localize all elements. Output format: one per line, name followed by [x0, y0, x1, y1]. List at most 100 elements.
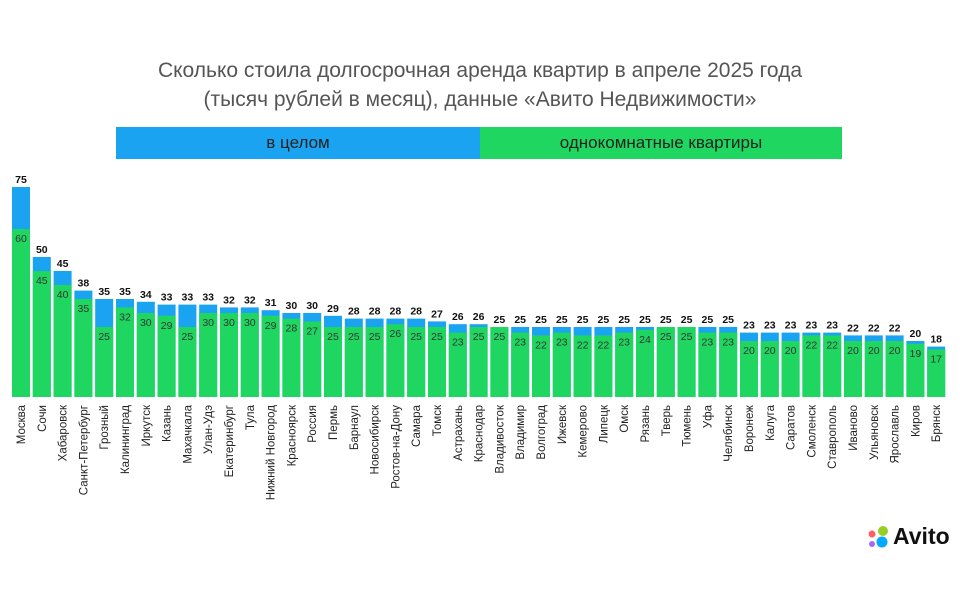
data-label-overall: 30 [286, 300, 298, 312]
data-label-one-room: 20 [868, 345, 880, 357]
data-label-one-room: 30 [140, 317, 152, 329]
data-label-one-room: 20 [847, 345, 859, 357]
data-label-one-room: 23 [618, 337, 630, 349]
avito-logo-text: Avito [893, 523, 950, 549]
data-label-one-room: 17 [930, 353, 942, 365]
category-label: Рязань [640, 405, 652, 443]
data-label-overall: 25 [556, 314, 568, 326]
category-label: Саратов [786, 405, 798, 450]
data-label-one-room: 25 [369, 331, 381, 343]
category-label: Грозный [99, 405, 111, 450]
category-label: Тула [245, 404, 257, 430]
category-label: Смоленск [806, 404, 818, 458]
bar-one-room [781, 341, 800, 397]
bar-one-room [927, 349, 946, 397]
bar-one-room [636, 329, 654, 397]
data-label-overall: 26 [473, 311, 485, 323]
data-label-one-room: 24 [639, 334, 651, 346]
bar-one-room [740, 341, 758, 397]
bar-one-room [760, 341, 779, 397]
bar-one-room [552, 332, 571, 397]
data-label-overall: 29 [327, 303, 339, 315]
data-label-one-room: 23 [702, 337, 714, 349]
category-label: Иркутск [141, 404, 153, 446]
category-label: Волгоград [536, 405, 548, 460]
bar-one-room [261, 315, 280, 397]
data-label-one-room: 30 [202, 317, 214, 329]
category-label: Брянск [931, 404, 943, 442]
bar-one-room [844, 341, 862, 397]
bar-one-room [594, 335, 613, 397]
category-label: Краснодар [474, 405, 486, 462]
data-label-one-room: 25 [98, 331, 110, 343]
bar-one-room [407, 327, 426, 397]
category-label: Пермь [328, 405, 340, 440]
bar-one-room [53, 285, 72, 397]
category-label: Россия [307, 405, 319, 443]
data-label-one-room: 20 [764, 345, 776, 357]
data-label-overall: 33 [182, 292, 194, 304]
data-label-overall: 25 [598, 314, 610, 326]
data-label-overall: 38 [78, 278, 90, 290]
data-label-one-room: 60 [15, 233, 27, 245]
category-label: Санкт-Петербург [78, 405, 90, 495]
category-label: Барнаул [349, 405, 361, 450]
bar-one-room [220, 313, 238, 397]
category-label: Омск [619, 404, 631, 433]
data-label-overall: 25 [535, 314, 547, 326]
data-label-one-room: 22 [577, 339, 589, 351]
data-label-one-room: 20 [743, 345, 755, 357]
data-label-one-room: 40 [57, 289, 69, 301]
category-label: Челябинск [723, 404, 735, 462]
legend-item-overall: в целом [116, 127, 480, 159]
bar-one-room [136, 313, 155, 397]
bar-one-room [698, 332, 717, 397]
data-label-one-room: 25 [410, 331, 422, 343]
chart-title: Сколько стоила долгосрочная аренда кварт… [0, 56, 960, 114]
data-label-overall: 32 [223, 294, 235, 306]
data-label-one-room: 30 [223, 317, 235, 329]
data-label-overall: 28 [410, 306, 422, 318]
data-label-one-room: 29 [265, 320, 277, 332]
category-label: Ульяновск [869, 404, 881, 460]
data-label-overall: 22 [889, 322, 901, 334]
data-label-one-room: 25 [182, 331, 194, 343]
data-label-one-room: 23 [452, 337, 464, 349]
category-label: Нижний Новгород [266, 405, 278, 501]
data-label-overall: 23 [764, 320, 776, 332]
data-label-one-room: 22 [826, 339, 838, 351]
data-label-overall: 32 [244, 294, 256, 306]
bar-one-room [32, 271, 51, 397]
category-label: Казань [162, 405, 174, 442]
category-label: Калуга [765, 404, 777, 440]
data-label-one-room: 22 [806, 339, 818, 351]
data-label-one-room: 26 [390, 328, 402, 340]
bar-one-room [324, 327, 342, 397]
chart-title-line1: Сколько стоила долгосрочная аренда кварт… [157, 59, 803, 82]
bar-one-room [12, 229, 30, 397]
bar-one-room [511, 332, 530, 397]
data-label-overall: 25 [577, 314, 589, 326]
category-label: Ижевск [557, 404, 569, 444]
bar-one-room [719, 332, 738, 397]
data-label-overall: 22 [847, 322, 859, 334]
data-label-overall: 28 [348, 306, 360, 318]
category-label: Уфа [702, 404, 714, 428]
data-label-overall: 25 [681, 314, 693, 326]
bar-one-room [802, 335, 821, 397]
bar-one-room [365, 327, 384, 397]
bar-one-room [157, 315, 176, 397]
category-label: Тверь [661, 405, 673, 436]
data-label-one-room: 25 [494, 331, 506, 343]
data-label-overall: 30 [306, 300, 318, 312]
bar-one-room [469, 327, 488, 397]
bar-one-room [885, 341, 904, 397]
data-label-overall: 75 [15, 174, 27, 186]
data-label-overall: 25 [639, 314, 651, 326]
category-label: Красноярск [286, 404, 298, 466]
category-label: Москва [16, 404, 28, 444]
bar-one-room [573, 335, 592, 397]
category-label: Сочи [37, 405, 49, 432]
data-label-overall: 35 [119, 286, 131, 298]
bar-one-room [490, 327, 509, 397]
